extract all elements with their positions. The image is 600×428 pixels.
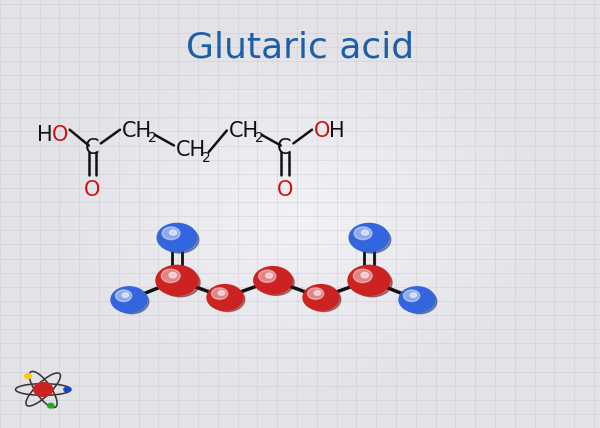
Circle shape bbox=[254, 267, 292, 294]
Circle shape bbox=[348, 265, 390, 295]
Circle shape bbox=[211, 287, 245, 312]
Circle shape bbox=[111, 287, 147, 312]
Text: H: H bbox=[329, 121, 344, 140]
Circle shape bbox=[266, 273, 272, 278]
Text: O: O bbox=[277, 181, 293, 200]
Circle shape bbox=[314, 291, 320, 295]
Text: 2: 2 bbox=[255, 131, 264, 145]
Text: CH: CH bbox=[176, 140, 206, 160]
Circle shape bbox=[212, 288, 228, 300]
Text: O: O bbox=[84, 181, 101, 200]
Circle shape bbox=[354, 227, 372, 240]
Circle shape bbox=[352, 268, 392, 297]
Circle shape bbox=[399, 287, 435, 312]
Circle shape bbox=[169, 272, 176, 278]
Circle shape bbox=[303, 285, 339, 310]
Text: CH: CH bbox=[122, 121, 152, 140]
Circle shape bbox=[410, 293, 416, 297]
Circle shape bbox=[47, 403, 54, 408]
Circle shape bbox=[162, 227, 180, 240]
Circle shape bbox=[361, 230, 368, 235]
Circle shape bbox=[218, 291, 224, 295]
Circle shape bbox=[403, 290, 420, 301]
Text: C: C bbox=[85, 138, 99, 158]
Circle shape bbox=[361, 272, 368, 278]
Circle shape bbox=[307, 287, 341, 312]
Circle shape bbox=[349, 223, 389, 252]
Circle shape bbox=[161, 269, 180, 282]
Circle shape bbox=[207, 285, 243, 310]
Circle shape bbox=[115, 290, 132, 301]
Text: H: H bbox=[37, 125, 53, 145]
Text: O: O bbox=[52, 125, 68, 145]
Circle shape bbox=[259, 270, 276, 282]
Circle shape bbox=[161, 226, 199, 253]
Circle shape bbox=[257, 269, 294, 295]
Circle shape bbox=[115, 289, 149, 314]
Text: 2: 2 bbox=[202, 151, 211, 164]
Circle shape bbox=[160, 268, 200, 297]
Circle shape bbox=[25, 374, 31, 378]
Circle shape bbox=[156, 265, 198, 295]
Circle shape bbox=[64, 387, 70, 392]
Circle shape bbox=[353, 269, 372, 282]
Circle shape bbox=[308, 288, 324, 300]
Circle shape bbox=[157, 223, 197, 252]
Text: Glutaric acid: Glutaric acid bbox=[186, 30, 414, 64]
Text: 2: 2 bbox=[148, 131, 157, 145]
Text: O: O bbox=[314, 121, 330, 140]
Text: CH: CH bbox=[229, 121, 259, 140]
Circle shape bbox=[353, 226, 391, 253]
Circle shape bbox=[169, 230, 176, 235]
Text: C: C bbox=[277, 138, 292, 158]
Circle shape bbox=[34, 383, 53, 396]
Circle shape bbox=[122, 293, 128, 297]
Circle shape bbox=[403, 289, 437, 314]
